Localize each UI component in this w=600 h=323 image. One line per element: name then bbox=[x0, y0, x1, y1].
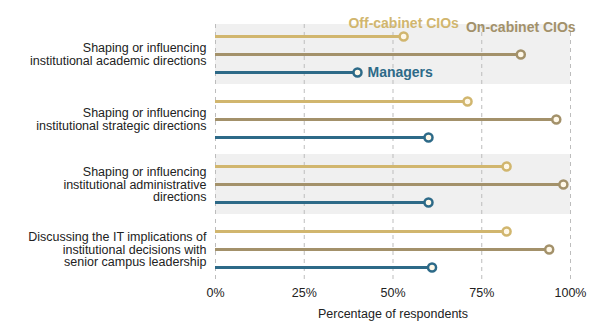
svg-text:On-cabinet CIOs: On-cabinet CIOs bbox=[466, 19, 576, 35]
svg-text:100%: 100% bbox=[555, 286, 587, 300]
svg-text:Managers: Managers bbox=[368, 64, 434, 80]
svg-text:Percentage of respondents: Percentage of respondents bbox=[318, 307, 468, 321]
svg-text:25%: 25% bbox=[292, 286, 317, 300]
svg-text:50%: 50% bbox=[380, 286, 405, 300]
svg-text:0%: 0% bbox=[206, 286, 224, 300]
svg-text:Shaping or influencinginstitut: Shaping or influencinginstitutional acad… bbox=[30, 41, 207, 68]
svg-text:Shaping or influencinginstitut: Shaping or influencinginstitutional stra… bbox=[36, 106, 206, 133]
svg-text:75%: 75% bbox=[469, 286, 494, 300]
svg-text:Discussing the IT implications: Discussing the IT implications ofinstitu… bbox=[28, 230, 207, 269]
svg-text:Shaping or influencinginstitut: Shaping or influencinginstitutional admi… bbox=[63, 165, 206, 204]
svg-text:Off-cabinet CIOs: Off-cabinet CIOs bbox=[348, 15, 459, 31]
